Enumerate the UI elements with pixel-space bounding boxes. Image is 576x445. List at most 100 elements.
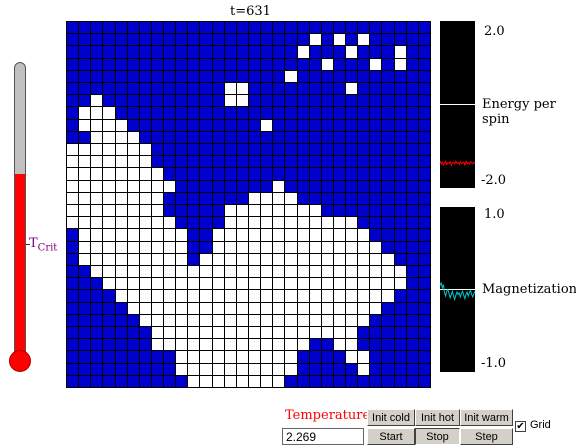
spin-cell[interactable]: [79, 70, 91, 82]
spin-cell[interactable]: [164, 302, 176, 314]
spin-cell[interactable]: [236, 192, 248, 204]
spin-cell[interactable]: [382, 168, 394, 180]
spin-cell[interactable]: [297, 363, 309, 375]
spin-cell[interactable]: [91, 143, 103, 156]
spin-cell[interactable]: [200, 363, 212, 375]
spin-cell[interactable]: [127, 375, 139, 387]
spin-cell[interactable]: [127, 95, 139, 107]
spin-cell[interactable]: [224, 241, 236, 253]
spin-cell[interactable]: [176, 180, 188, 192]
spin-cell[interactable]: [346, 375, 358, 387]
spin-cell[interactable]: [103, 326, 115, 339]
spin-cell[interactable]: [248, 241, 261, 253]
spin-cell[interactable]: [370, 119, 382, 131]
spin-cell[interactable]: [370, 278, 382, 290]
spin-cell[interactable]: [103, 95, 115, 107]
spin-cell[interactable]: [79, 107, 91, 119]
spin-cell[interactable]: [346, 253, 358, 265]
spin-cell[interactable]: [418, 253, 430, 265]
spin-cell[interactable]: [309, 253, 321, 265]
spin-cell[interactable]: [139, 131, 151, 143]
spin-cell[interactable]: [224, 253, 236, 265]
spin-cell[interactable]: [67, 168, 79, 180]
spin-cell[interactable]: [418, 22, 430, 34]
spin-cell[interactable]: [91, 168, 103, 180]
spin-cell[interactable]: [127, 168, 139, 180]
spin-cell[interactable]: [224, 22, 236, 34]
spin-cell[interactable]: [285, 156, 297, 168]
spin-cell[interactable]: [115, 22, 127, 34]
spin-cell[interactable]: [248, 131, 261, 143]
spin-cell[interactable]: [248, 95, 261, 107]
spin-cell[interactable]: [164, 314, 176, 326]
spin-cell[interactable]: [91, 253, 103, 265]
spin-cell[interactable]: [164, 70, 176, 82]
spin-cell[interactable]: [164, 131, 176, 143]
spin-cell[interactable]: [164, 326, 176, 339]
spin-cell[interactable]: [297, 180, 309, 192]
spin-cell[interactable]: [91, 95, 103, 107]
spin-cell[interactable]: [224, 58, 236, 70]
spin-cell[interactable]: [346, 95, 358, 107]
spin-cell[interactable]: [321, 46, 333, 58]
spin-cell[interactable]: [309, 143, 321, 156]
spin-cell[interactable]: [358, 180, 370, 192]
spin-cell[interactable]: [382, 326, 394, 339]
spin-cell[interactable]: [188, 70, 200, 82]
spin-cell[interactable]: [67, 22, 79, 34]
spin-cell[interactable]: [394, 22, 406, 34]
spin-cell[interactable]: [115, 156, 127, 168]
spin-cell[interactable]: [139, 339, 151, 351]
spin-cell[interactable]: [139, 290, 151, 302]
spin-cell[interactable]: [346, 265, 358, 278]
spin-cell[interactable]: [212, 34, 224, 46]
spin-cell[interactable]: [188, 156, 200, 168]
spin-cell[interactable]: [273, 339, 285, 351]
spin-cell[interactable]: [248, 253, 261, 265]
spin-cell[interactable]: [358, 168, 370, 180]
spin-cell[interactable]: [370, 131, 382, 143]
spin-cell[interactable]: [273, 204, 285, 217]
spin-cell[interactable]: [176, 265, 188, 278]
spin-cell[interactable]: [321, 168, 333, 180]
spin-cell[interactable]: [164, 241, 176, 253]
spin-cell[interactable]: [394, 375, 406, 387]
spin-cell[interactable]: [248, 314, 261, 326]
spin-cell[interactable]: [139, 119, 151, 131]
spin-cell[interactable]: [406, 95, 418, 107]
spin-cell[interactable]: [358, 156, 370, 168]
spin-cell[interactable]: [91, 22, 103, 34]
spin-cell[interactable]: [358, 204, 370, 217]
spin-cell[interactable]: [127, 180, 139, 192]
spin-cell[interactable]: [67, 326, 79, 339]
spin-cell[interactable]: [273, 168, 285, 180]
spin-cell[interactable]: [285, 314, 297, 326]
spin-cell[interactable]: [370, 95, 382, 107]
spin-cell[interactable]: [382, 119, 394, 131]
spin-cell[interactable]: [103, 58, 115, 70]
spin-cell[interactable]: [394, 326, 406, 339]
spin-cell[interactable]: [394, 58, 406, 70]
spin-cell[interactable]: [418, 34, 430, 46]
init-cold-button[interactable]: Init cold: [367, 409, 415, 426]
spin-cell[interactable]: [139, 46, 151, 58]
spin-cell[interactable]: [309, 119, 321, 131]
spin-cell[interactable]: [164, 351, 176, 363]
spin-cell[interactable]: [127, 204, 139, 217]
spin-cell[interactable]: [309, 217, 321, 229]
spin-cell[interactable]: [309, 131, 321, 143]
spin-cell[interactable]: [297, 22, 309, 34]
spin-cell[interactable]: [297, 58, 309, 70]
spin-cell[interactable]: [224, 314, 236, 326]
spin-cell[interactable]: [418, 351, 430, 363]
spin-cell[interactable]: [248, 107, 261, 119]
spin-cell[interactable]: [151, 46, 164, 58]
spin-cell[interactable]: [358, 363, 370, 375]
spin-cell[interactable]: [321, 290, 333, 302]
step-button[interactable]: Step: [460, 428, 513, 445]
spin-cell[interactable]: [103, 22, 115, 34]
spin-cell[interactable]: [139, 351, 151, 363]
spin-cell[interactable]: [176, 241, 188, 253]
spin-cell[interactable]: [273, 131, 285, 143]
spin-cell[interactable]: [309, 241, 321, 253]
